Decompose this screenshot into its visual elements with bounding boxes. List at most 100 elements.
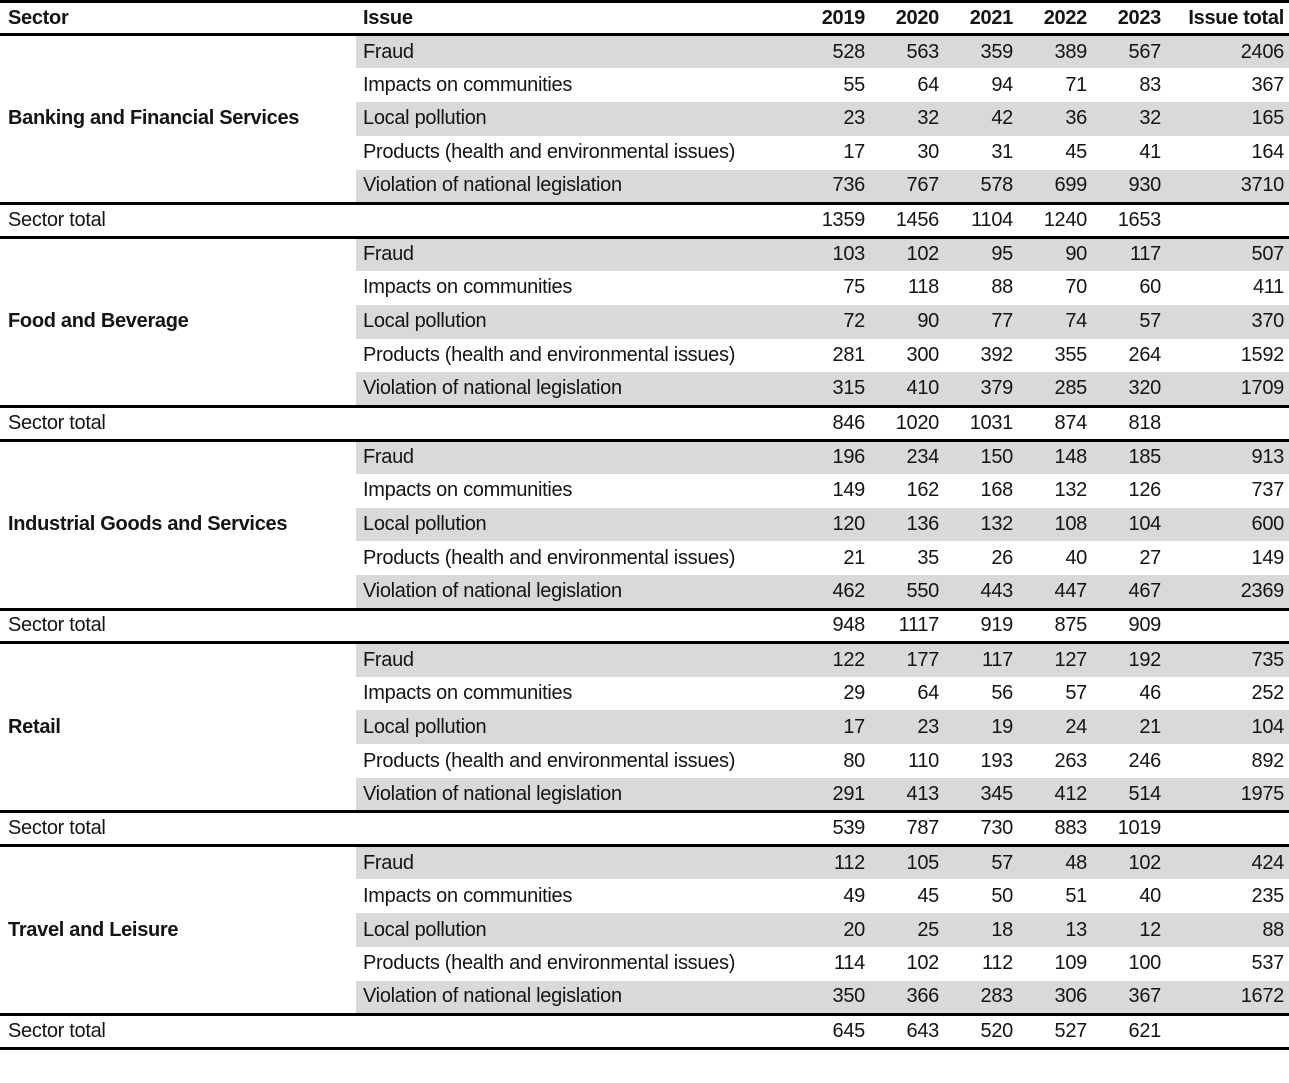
issue-row: Impacts on communities 55 64 94 71 83 367: [0, 68, 1289, 102]
value-2019: 350: [781, 980, 870, 1015]
value-2021: 56: [991, 682, 1013, 705]
value-2022: 90: [1018, 237, 1092, 272]
value-2020: 162: [906, 479, 940, 502]
sector-total-2023: 1653: [1092, 201, 1166, 239]
sector-total-2022: 874: [1018, 404, 1092, 442]
issue-total-value: 1975: [1166, 778, 1289, 812]
value-2019: 23: [781, 102, 870, 136]
issue-total-value: 892: [1251, 749, 1285, 772]
value-2022: 306: [1018, 980, 1092, 1015]
issue-label: Impacts on communities: [363, 682, 573, 705]
value-2019: 736: [781, 169, 870, 204]
value-2019: 20: [781, 913, 870, 948]
value-2022: 108: [1018, 507, 1092, 542]
sector-total-2021: 919: [944, 607, 1018, 645]
value-2019: 196: [781, 440, 870, 474]
column-header-2019: 2019: [781, 1, 870, 36]
value-2019: 17: [781, 710, 870, 745]
issue-label: Impacts on communities: [363, 73, 573, 96]
value-2020: 105: [870, 845, 944, 880]
header-row: Sector Issue 2019 2020 2021 2022 2023 Is…: [0, 1, 1289, 36]
issue-label: Impacts on communities: [363, 479, 573, 502]
value-2020: 300: [906, 344, 940, 367]
value-2021: 26: [991, 546, 1013, 569]
value-2020: 563: [870, 34, 944, 69]
issue-total-value: 2406: [1166, 34, 1289, 69]
value-2019: 112: [781, 845, 870, 880]
value-2023: 102: [1092, 845, 1166, 880]
value-2019: 80: [843, 749, 865, 772]
value-2023: 514: [1092, 778, 1166, 812]
value-2023: 185: [1092, 440, 1166, 474]
issue-row: Violation of national legislation 291 413 3…: [0, 778, 1289, 812]
value-2023: 930: [1092, 169, 1166, 204]
value-2020: 32: [870, 102, 944, 136]
issue-total-value: 1709: [1166, 372, 1289, 407]
value-2020: 767: [870, 169, 944, 204]
value-2021: 345: [944, 778, 1018, 812]
sector-total-2022: 1240: [1018, 201, 1092, 239]
value-2022: 74: [1018, 304, 1092, 339]
issue-row: Impacts on communities 75 118 88 70 60 411: [0, 271, 1289, 305]
value-2022: 285: [1018, 372, 1092, 407]
value-2023: 367: [1092, 980, 1166, 1015]
issue-row: Violation of national legislation 315 410 3…: [0, 372, 1289, 407]
value-2023: 320: [1092, 372, 1166, 407]
value-2019: 103: [781, 237, 870, 272]
value-2021: 117: [944, 642, 1018, 677]
issue-total-value: 424: [1166, 845, 1289, 880]
sector-total-2019: 948: [781, 607, 870, 645]
value-2020: 102: [906, 952, 940, 975]
value-2021: 443: [944, 575, 1018, 610]
issue-label: Fraud: [356, 34, 781, 69]
issue-total-value: 88: [1166, 913, 1289, 948]
sector-total-issue-total-empty: [1166, 201, 1289, 239]
value-2023: 104: [1092, 507, 1166, 542]
value-2020: 118: [908, 276, 939, 299]
value-2021: 42: [944, 102, 1018, 136]
value-2021: 19: [944, 710, 1018, 745]
sector-total-row: Sector total 948 1117 919 875 909: [0, 607, 1289, 645]
issue-total-value: 537: [1251, 952, 1285, 975]
value-2021: 193: [980, 749, 1014, 772]
issue-total-value: 411: [1253, 276, 1284, 299]
value-2023: 41: [1139, 141, 1161, 164]
value-2021: 88: [991, 276, 1013, 299]
issue-total-value: 600: [1166, 507, 1289, 542]
value-2020: 64: [917, 73, 939, 96]
value-2019: 75: [843, 276, 865, 299]
issue-row: Travel and Leisure Fraud 112 105 57 48 102 424: [0, 845, 1289, 1015]
column-header-2023: 2023: [1092, 1, 1166, 36]
value-2023: 126: [1128, 479, 1162, 502]
issue-label: Impacts on communities: [363, 276, 573, 299]
sector-total-2020: 787: [870, 810, 944, 848]
value-2019: 291: [781, 778, 870, 812]
value-2020: 23: [870, 710, 944, 745]
value-2019: 122: [781, 642, 870, 677]
issue-total-value: 1672: [1166, 980, 1289, 1015]
value-2019: 55: [843, 73, 865, 96]
value-2022: 263: [1054, 749, 1088, 772]
value-2020: 90: [870, 304, 944, 339]
issue-total-value: 165: [1166, 102, 1289, 136]
issue-row: Banking and Financial Services Fraud 528 56…: [0, 34, 1289, 204]
sector-total-2023: 1019: [1092, 810, 1166, 848]
value-2020: 110: [908, 749, 939, 772]
value-2023: 567: [1092, 34, 1166, 69]
issue-label: Violation of national legislation: [356, 575, 781, 610]
issue-total-value: 913: [1166, 440, 1289, 474]
value-2023: 57: [1092, 304, 1166, 339]
issue-row: Local pollution 20 25 18 13 12 88: [0, 913, 1289, 948]
value-2023: 467: [1092, 575, 1166, 610]
value-2019: 21: [843, 546, 865, 569]
value-2019: 72: [781, 304, 870, 339]
issue-label: Violation of national legislation: [356, 372, 781, 407]
value-2019: 29: [843, 682, 865, 705]
value-2022: 45: [1065, 141, 1087, 164]
issue-label: Local pollution: [356, 507, 781, 542]
issue-label: Fraud: [356, 237, 781, 272]
value-2019: 17: [843, 141, 865, 164]
value-2021: 168: [980, 479, 1014, 502]
value-2021: 392: [980, 344, 1014, 367]
value-2023: 246: [1128, 749, 1162, 772]
